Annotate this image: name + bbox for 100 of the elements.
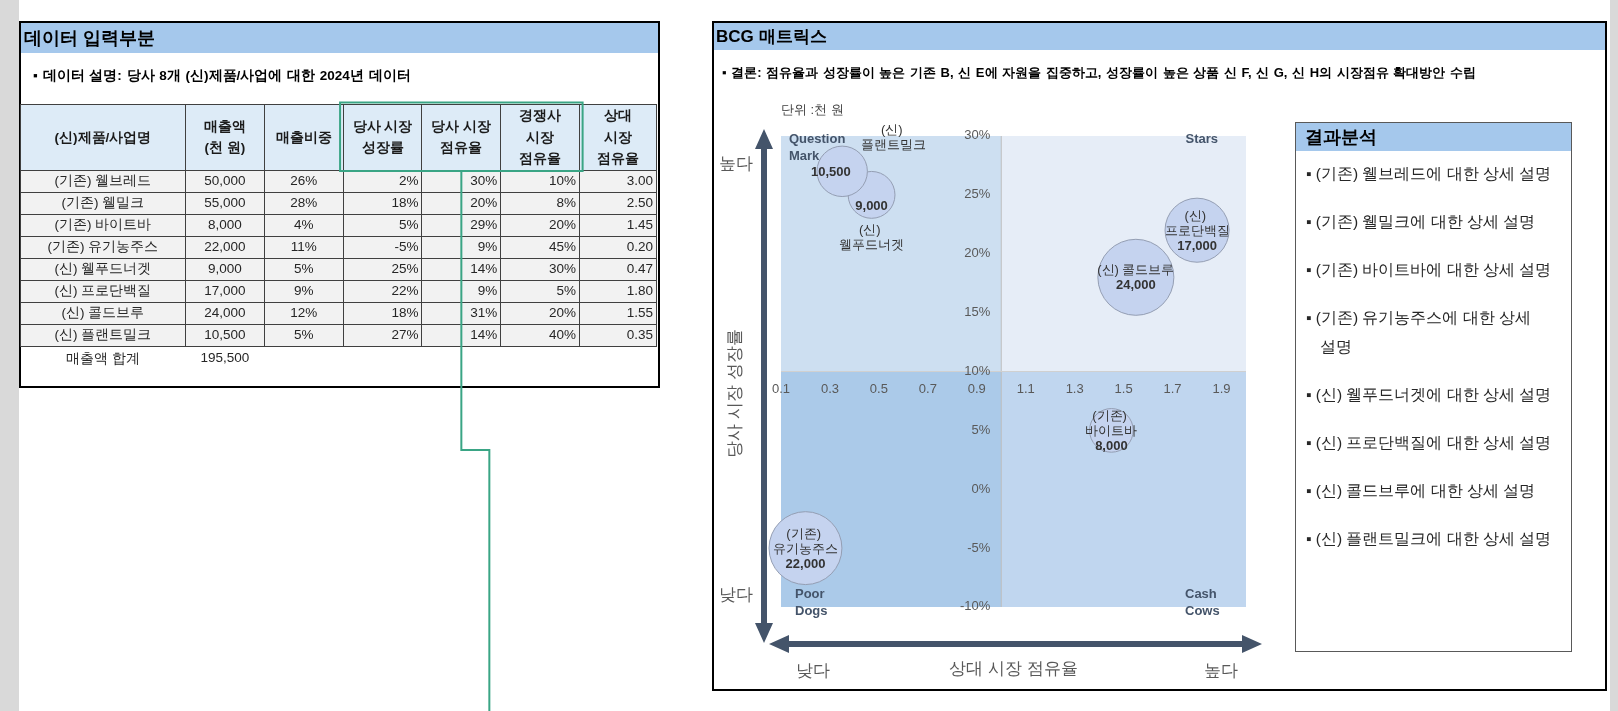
text: ▪ (기존) 유기농주스에 대한 상세 설명 [1306,308,1533,357]
data-label: 5% [264,324,344,346]
data-label: 14% [421,258,501,280]
annotation: Question Mark [789,131,849,164]
data-label: 17,000 [185,280,265,302]
data-label: 5% [343,214,422,236]
data-label: 12% [264,302,344,324]
data-label: 11% [264,236,344,258]
data-label: 25% [343,258,422,280]
chart-title: BCG 매트릭스 [716,26,827,48]
data-label: 1.80 [579,280,657,302]
y-axis-title: 당사 시장 성장률 [725,329,745,458]
y-tick-label: 0% [971,480,991,496]
text: 높다 [719,154,753,174]
data-label: 3.00 [579,170,657,192]
annotation: 17,000 [1177,237,1217,253]
text: ▪ 데이터 설명: 당사 8개 (신)제품/사업에 대한 2024년 데이터 [33,67,411,85]
data-label: 18% [343,302,422,324]
data-label: 20% [421,192,501,214]
data-label: 0.47 [579,258,657,280]
category-label: (신) 프로단백질 [20,280,186,302]
series-label: 매출액 (천 원) [185,104,265,170]
text: 높다 [1204,661,1238,681]
x-tick-label: 0.7 [918,380,937,396]
annotation: 8,000 [1095,437,1128,453]
data-label: 27% [343,324,422,346]
data-label: 31% [421,302,501,324]
data-label: 30% [421,170,501,192]
data-label: 50,000 [185,170,265,192]
y-tick-label: 20% [964,245,991,261]
data-label: 20% [500,214,580,236]
data-label: 18% [343,192,422,214]
annotation: Cash Cows [1185,586,1221,619]
data-label: 1.55 [579,302,657,324]
x-tick-label: 0.5 [869,380,888,396]
data-label: 24,000 [185,302,265,324]
data-label: 10,500 [185,324,265,346]
annotation: 9,000 [855,197,888,213]
annotation: Poor Dogs [795,586,829,619]
series-label: (신) 플랜트밀크 [861,122,927,153]
data-label: 2.50 [579,192,657,214]
text: 매출액 합계 [20,346,186,370]
series-label: 매출비중 [264,104,344,170]
x-tick-label: 0.1 [771,380,791,396]
series-label: 상대 시장 점유율 [579,104,657,170]
data-label: 5% [264,258,344,280]
text: ▪ (신) 프로단백질에 대한 상세 설명 [1306,433,1553,453]
category-label: (신) 플랜트밀크 [20,324,186,346]
x-axis-title: 상대 시장 점유율 [949,659,1078,679]
y-tick-label: 15% [964,304,991,320]
y-tick-label: 10% [964,362,991,378]
text: 결과분석 [1305,126,1377,149]
y-tick-label: 5% [971,421,991,437]
data-label: 55,000 [185,192,265,214]
data-label: 22% [343,280,422,302]
data-label: 8% [500,192,580,214]
data-label: 0.20 [579,236,657,258]
data-label: 20% [500,302,580,324]
text: 195,500 [185,346,265,370]
data-label: -5% [343,236,422,258]
data-label: 1.45 [579,214,657,236]
data-label: 26% [264,170,344,192]
series-label: (기존) 유기농주스 [772,525,838,556]
data-label: 2% [343,170,422,192]
data-label: 5% [500,280,580,302]
x-tick-label: 0.9 [967,380,986,396]
data-label: 8,000 [185,214,265,236]
text: ▪ (기존) 웰밀크에 대한 상세 설명 [1306,212,1537,232]
series-label: 경쟁사 시장 점유율 [500,104,580,170]
category-label: (기존) 웰밀크 [20,192,186,214]
text: ▪ (신) 콜드브루에 대한 상세 설명 [1306,481,1537,501]
y-tick-label: 30% [964,127,991,143]
category-label: (기존) 유기농주스 [20,236,186,258]
series-label: (기존) 바이트바 [1085,407,1138,438]
data-label: 28% [264,192,344,214]
data-label: 4% [264,214,344,236]
data-label: 30% [500,258,580,280]
x-tick-label: 1.5 [1114,380,1133,396]
data-label: 45% [500,236,580,258]
data-label: 9% [421,280,501,302]
text: ▪ (기존) 웰브레드에 대한 상세 설명 [1306,164,1553,184]
annotation: 22,000 [785,555,826,571]
text: 낮다 [719,585,753,605]
data-label: 10% [500,170,580,192]
text: 데이터 입력부분 [24,27,156,50]
text: (신)제품/사업명 [20,104,186,170]
data-label: 9% [421,236,501,258]
data-label: 14% [421,324,501,346]
x-tick-label: 1.3 [1065,380,1084,396]
chart-subtitle: ▪ 결론: 점유율과 성장률이 높은 기존 B, 신 E에 자원을 집중하고, 성장률이 높은 상품 신 F, 신 G, 신 H의 시장점유 확대방안 수립 [722,64,1476,82]
y-tick-label: -5% [967,539,991,555]
series-label: 당사 시장 점유율 [421,104,501,170]
data-label: 9% [264,280,344,302]
y-tick-label: 25% [964,186,991,202]
data-label: 40% [500,324,580,346]
text: ▪ (신) 플랜트밀크에 대한 상세 설명 [1306,529,1553,549]
data-label: 9,000 [185,258,265,280]
text: ▪ (신) 웰푸드너겟에 대한 상세 설명 [1306,385,1553,405]
text: ▪ (기존) 바이트바에 대한 상세 설명 [1306,260,1553,280]
category-label: (기존) 바이트바 [20,214,186,236]
